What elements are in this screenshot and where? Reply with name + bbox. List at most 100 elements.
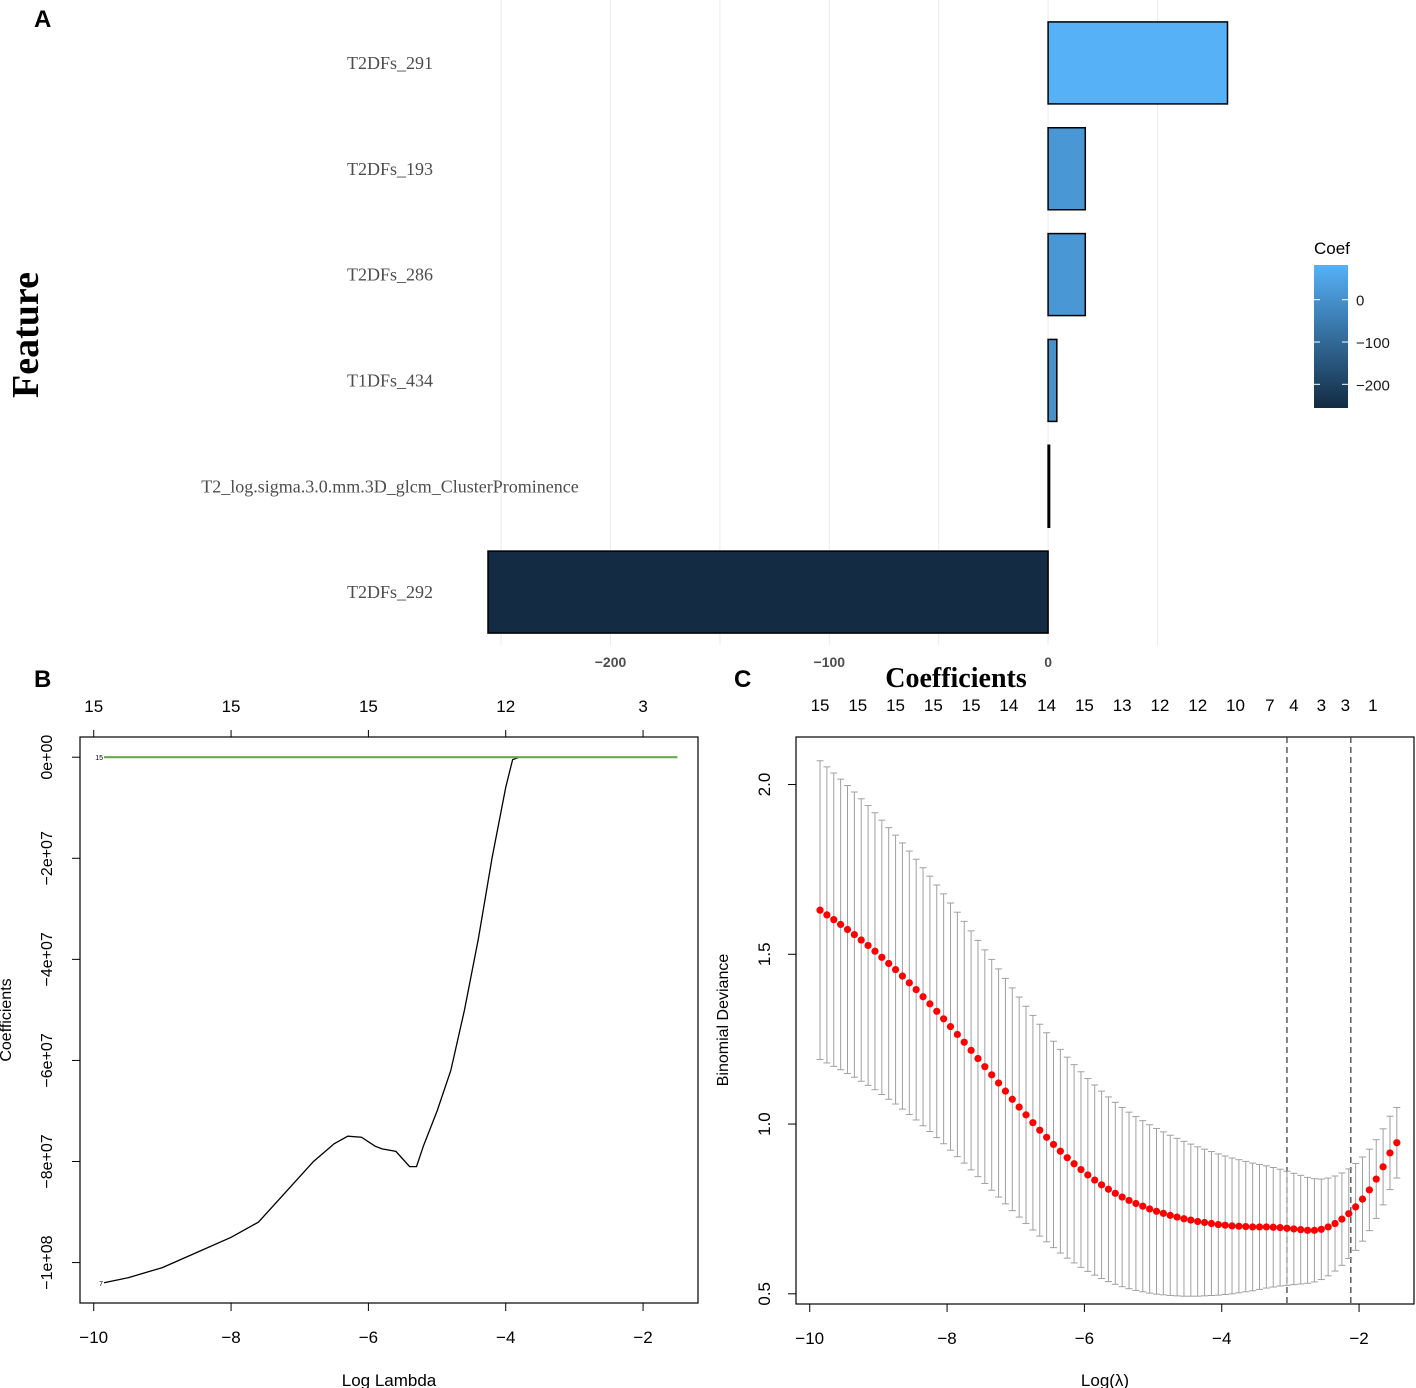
panel-b-lines xyxy=(103,756,678,1284)
deviance-point xyxy=(1111,1189,1119,1197)
top-tick-label: 12 xyxy=(1150,696,1169,715)
deviance-point xyxy=(885,959,893,968)
bar xyxy=(1047,21,1229,105)
deviance-point xyxy=(967,1046,975,1054)
deviance-point xyxy=(1029,1119,1037,1127)
deviance-point xyxy=(1214,1220,1222,1229)
deviance-point xyxy=(1345,1210,1353,1218)
x-tick-label: 0 xyxy=(1044,654,1052,670)
top-tick-label: 14 xyxy=(1037,696,1056,715)
deviance-point xyxy=(1146,1205,1154,1213)
deviance-point xyxy=(1262,1223,1270,1231)
x-tick-label: −10 xyxy=(79,1328,108,1347)
deviance-point xyxy=(1317,1225,1325,1233)
top-tick-label: 15 xyxy=(886,696,905,715)
panel-b-annotations: 15 7 xyxy=(95,755,103,1288)
legend-tick-label: −100 xyxy=(1356,335,1390,352)
top-tick-label: 3 xyxy=(1341,696,1350,715)
panel-c-plot-frame xyxy=(795,736,1415,1305)
deviance-point xyxy=(1358,1195,1367,1203)
top-tick-label: 12 xyxy=(1188,696,1207,715)
deviance-point xyxy=(1249,1223,1257,1231)
deviance-point xyxy=(1235,1222,1243,1230)
deviance-point xyxy=(926,1000,934,1008)
y-tick-label: −8e+07 xyxy=(39,1134,56,1188)
deviance-point xyxy=(898,972,907,980)
top-tick-label: 10 xyxy=(1226,696,1245,715)
y-tick-label: 0.5 xyxy=(755,1282,774,1306)
legend-tick-label: −200 xyxy=(1356,377,1390,394)
top-tick-label: 15 xyxy=(359,697,378,716)
category-label: T2DFs_286 xyxy=(347,265,433,285)
x-tick-label: −6 xyxy=(359,1328,378,1347)
deviance-point xyxy=(1379,1163,1387,1171)
x-tick-label: −10 xyxy=(795,1329,824,1348)
deviance-point xyxy=(1255,1223,1264,1231)
panel-b-coefficient-paths: −10 −8 −6 −4 −2 15 15 15 12 3 0e+00 −2e+07 −4e+07 −6e… xyxy=(0,697,699,1388)
deviance-point xyxy=(1200,1218,1209,1227)
deviance-point xyxy=(940,1015,948,1023)
deviance-point xyxy=(981,1063,989,1071)
panel-c-x-axis-title: Log(λ) xyxy=(1081,1371,1129,1388)
deviance-point xyxy=(864,941,872,950)
deviance-point xyxy=(1091,1176,1099,1184)
top-tick-label: 15 xyxy=(222,697,241,716)
deviance-point xyxy=(1269,1223,1277,1231)
legend-ticks: 0 −100 −200 xyxy=(1314,293,1390,394)
deviance-point xyxy=(1036,1126,1044,1134)
x-tick-label: −100 xyxy=(814,654,846,670)
bar xyxy=(1047,444,1051,528)
panel-label-c: C xyxy=(734,666,751,693)
y-tick-label: 1.5 xyxy=(755,942,774,966)
deviance-point xyxy=(1166,1211,1174,1219)
path-label: 7 xyxy=(99,1281,103,1288)
x-tick-label: −4 xyxy=(1212,1329,1231,1348)
panel-b-y-axis-title: Coefficients xyxy=(0,978,15,1061)
deviance-point xyxy=(843,925,852,934)
bar xyxy=(487,550,1049,634)
deviance-point xyxy=(1159,1209,1167,1217)
deviance-point xyxy=(1290,1225,1298,1233)
deviance-point xyxy=(1084,1171,1092,1179)
y-tick-label: −1e+08 xyxy=(39,1235,56,1289)
panel-a-x-axis-title: Coefficients xyxy=(885,663,1027,694)
x-tick-label: −4 xyxy=(496,1328,515,1347)
category-label: T2DFs_291 xyxy=(347,53,433,73)
top-tick-label: 15 xyxy=(924,696,943,715)
category-label: T2DFs_193 xyxy=(347,159,433,179)
deviance-point xyxy=(1173,1213,1181,1221)
deviance-point xyxy=(1331,1219,1339,1228)
x-tick-label: −8 xyxy=(937,1329,956,1348)
deviance-point xyxy=(1152,1207,1161,1215)
panel-label-b: B xyxy=(34,666,51,693)
deviance-point xyxy=(1221,1221,1229,1229)
deviance-point xyxy=(1097,1181,1106,1189)
deviance-point xyxy=(1297,1226,1305,1234)
deviance-point xyxy=(1283,1224,1291,1232)
coefficient-path xyxy=(103,756,527,1284)
top-tick-label: 15 xyxy=(962,696,981,715)
deviance-point xyxy=(1310,1226,1319,1234)
deviance-point xyxy=(1372,1175,1380,1183)
deviance-point xyxy=(891,965,900,974)
deviance-point xyxy=(1056,1147,1064,1155)
top-tick-label: 15 xyxy=(811,696,830,715)
deviance-point xyxy=(953,1030,961,1039)
deviance-point xyxy=(1118,1193,1126,1201)
deviance-point xyxy=(823,911,831,919)
legend-title: Coef xyxy=(1314,239,1350,258)
deviance-point xyxy=(1386,1149,1394,1157)
deviance-point xyxy=(974,1054,982,1063)
panel-label-a: A xyxy=(34,6,51,33)
panel-a-y-axis-title: Feature xyxy=(5,272,47,398)
x-tick-label: −2 xyxy=(633,1328,652,1347)
top-tick-label: 3 xyxy=(638,697,647,716)
deviance-point xyxy=(1276,1224,1284,1232)
bar xyxy=(1047,338,1058,423)
top-tick-label: 7 xyxy=(1265,696,1274,715)
panel-b-x-axis-title: Log Lambda xyxy=(342,1371,437,1388)
panel-b-axes: −10 −8 −6 −4 −2 15 15 15 12 3 0e+00 −2e+07 −4e+07 −6e… xyxy=(39,697,653,1347)
panel-a-bars xyxy=(487,21,1229,634)
deviance-point xyxy=(1180,1215,1188,1223)
